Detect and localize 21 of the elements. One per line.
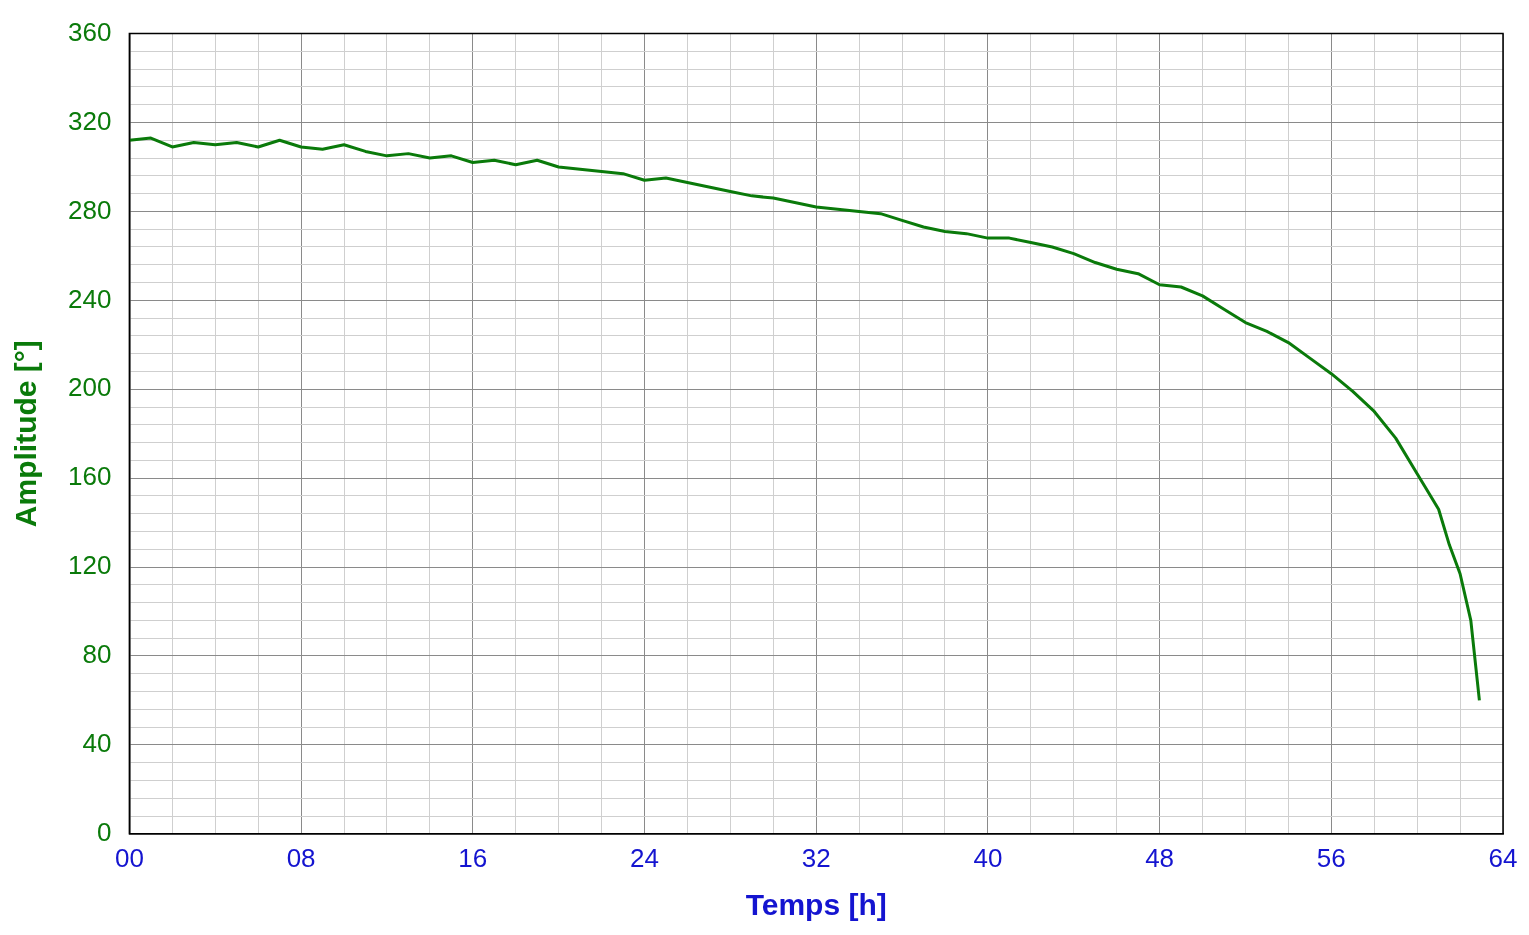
x-tick-label: 32 <box>801 842 831 873</box>
x-tick-label: 00 <box>114 842 144 873</box>
y-axis-title: Amplitude [°] <box>9 340 43 528</box>
y-tick-label: 40 <box>82 728 112 759</box>
x-tick-label: 48 <box>1145 842 1175 873</box>
y-tick-label: 0 <box>96 816 112 847</box>
x-axis-title: Temps [h] <box>745 888 887 922</box>
y-tick-label: 80 <box>82 639 112 670</box>
y-tick-label: 160 <box>67 461 112 492</box>
y-tick-label: 360 <box>67 16 112 47</box>
y-tick-label: 200 <box>67 372 112 403</box>
x-tick-label: 40 <box>973 842 1003 873</box>
y-tick-label: 320 <box>67 105 112 136</box>
x-tick-label: 64 <box>1488 842 1518 873</box>
x-tick-label: 24 <box>630 842 659 873</box>
y-tick-label: 240 <box>67 283 112 314</box>
x-tick-label: 16 <box>458 842 488 873</box>
x-tick-label: 08 <box>286 842 316 873</box>
x-tick-label: 56 <box>1316 842 1346 873</box>
y-tick-label: 120 <box>67 550 112 581</box>
y-tick-label: 280 <box>67 194 112 225</box>
